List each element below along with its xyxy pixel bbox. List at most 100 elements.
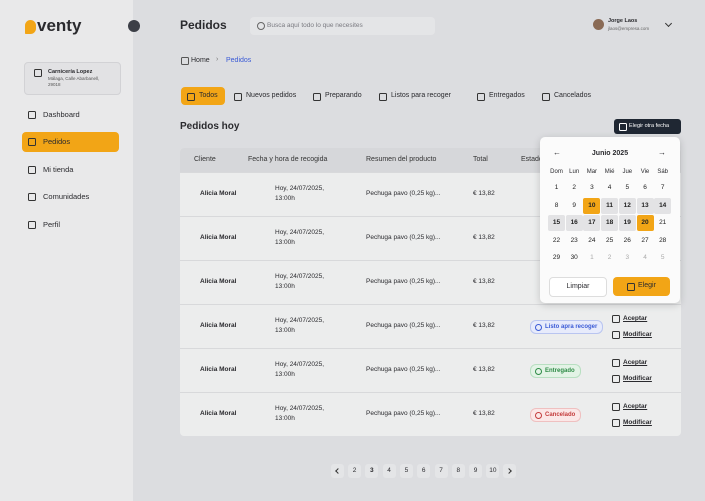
month-label: Junio 2025 (591, 150, 629, 157)
tab-label: Entregados (489, 92, 525, 99)
calendar-day[interactable]: 9 (572, 201, 576, 209)
calendar-day[interactable]: 4 (607, 184, 612, 191)
calendar-day[interactable]: 17 (583, 215, 601, 232)
row-action[interactable]: Aceptar (623, 403, 648, 410)
calendar-day[interactable]: 18 (601, 215, 619, 232)
calendar-day[interactable]: 24 (588, 236, 596, 244)
breadcrumb-sep: › (216, 56, 219, 63)
page-button[interactable]: 6 (417, 464, 431, 478)
search[interactable]: Busca aquí todo lo que necesites (250, 17, 435, 35)
calendar-day[interactable]: 5 (625, 184, 630, 191)
user-name: Jorge Laos (608, 18, 638, 24)
calendar-day[interactable]: 11 (601, 197, 619, 214)
page-next[interactable] (503, 464, 516, 478)
calendar-day[interactable]: 1 (554, 184, 559, 191)
calendar-day[interactable]: 1 (590, 254, 594, 262)
nav-item[interactable]: Mi tienda (22, 160, 119, 180)
next-month[interactable]: → (658, 148, 666, 157)
calendar-day[interactable]: 28 (659, 236, 667, 244)
calendar-day[interactable]: 12 (618, 197, 636, 214)
calendar-day[interactable]: 14 (654, 197, 672, 214)
icon (379, 93, 387, 101)
tab-label: Listos para recoger (391, 92, 451, 99)
calendar-day[interactable]: 2 (572, 184, 576, 191)
nav-item[interactable]: Perfil (22, 215, 119, 235)
calendar-day[interactable]: 7 (660, 184, 665, 191)
date-button[interactable]: Elegir otra fecha (614, 119, 681, 134)
nav-item[interactable]: Dashboard (22, 105, 119, 125)
chevron (335, 468, 341, 474)
weekday: Dom (550, 169, 563, 175)
nav-label: Mi tienda (43, 165, 74, 174)
icon (619, 123, 627, 131)
calendar-day[interactable]: 10 (583, 197, 601, 214)
page-button[interactable]: 9 (469, 464, 483, 478)
calendar-day[interactable]: 3 (625, 254, 630, 262)
summary: Pechuga pavo (0,25 kg)... (366, 278, 441, 285)
total: € 13,82 (473, 322, 495, 329)
tab[interactable]: Todos (181, 87, 225, 105)
status-icon (535, 412, 542, 419)
calendar-day[interactable]: 16 (565, 215, 583, 232)
calendar-day[interactable]: 2 (607, 254, 612, 262)
row-action[interactable]: Modificar (623, 331, 652, 338)
row-action[interactable]: Aceptar (623, 315, 648, 322)
tab[interactable]: Preparando (307, 87, 370, 105)
user-menu[interactable] (664, 19, 673, 28)
table-row: Alicia Moral Hoy, 24/07/2025, 13:00h Pechu… (180, 304, 681, 349)
breadcrumb-item[interactable]: Pedidos (226, 57, 252, 64)
page-button[interactable]: 3 (365, 464, 379, 478)
calendar-day[interactable]: 4 (643, 254, 647, 262)
calendar-day[interactable]: 5 (660, 254, 665, 262)
client: Alicia Moral (200, 234, 237, 241)
calendar-day[interactable]: 23 (570, 236, 578, 244)
calendar-day[interactable]: 22 (552, 236, 561, 244)
calendar-day[interactable]: 21 (659, 219, 667, 227)
collapse-button[interactable] (128, 20, 140, 32)
nav-item[interactable]: Pedidos (22, 132, 119, 152)
table-row: Alicia Moral Hoy, 24/07/2025, 13:00h Pechu… (180, 216, 681, 261)
breadcrumb-item[interactable]: Home (191, 57, 210, 64)
calendar-day[interactable]: 29 (552, 254, 561, 262)
tab-label: Preparando (325, 92, 362, 99)
weekday: Vie (640, 169, 650, 175)
calendar-day[interactable]: 19 (618, 215, 636, 232)
client: Alicia Moral (200, 322, 237, 329)
apply-button[interactable]: Elegir (613, 277, 670, 296)
row-action[interactable]: Aceptar (623, 359, 648, 366)
icon (28, 193, 36, 201)
row-action[interactable]: Modificar (623, 419, 652, 426)
total: € 13,82 (473, 234, 495, 241)
client: Alicia Moral (200, 278, 237, 285)
page-button[interactable]: 8 (451, 464, 465, 478)
icon (612, 419, 620, 427)
nav-item[interactable]: Comunidades (22, 187, 119, 207)
calendar-day[interactable]: 15 (548, 215, 565, 232)
calendar-day[interactable]: 27 (641, 236, 649, 244)
calendar-day[interactable]: 20 (636, 215, 654, 232)
tab[interactable]: Entregados (471, 87, 533, 105)
icon (313, 93, 321, 101)
tab[interactable]: Cancelados (536, 87, 598, 105)
store-name: Carnicería Lopez (48, 69, 93, 75)
page-button[interactable]: 2 (348, 464, 361, 478)
calendar-day[interactable]: 26 (623, 236, 631, 244)
calendar-day[interactable]: 25 (605, 236, 614, 244)
store-card[interactable]: Carnicería Lopez Málaga, Calle Abarbanell… (24, 62, 121, 95)
page-button[interactable]: 4 (382, 464, 396, 478)
page-button[interactable]: 5 (399, 464, 413, 478)
calendar-day[interactable]: 30 (570, 254, 578, 262)
calendar-day[interactable]: 6 (643, 184, 647, 191)
calendar-day[interactable]: 8 (554, 201, 559, 209)
page-prev[interactable] (331, 464, 344, 478)
page-button[interactable]: 7 (434, 464, 448, 478)
clear-button[interactable]: Limpiar (549, 277, 607, 297)
icon (612, 403, 620, 411)
page-button[interactable]: 10 (486, 464, 500, 478)
calendar-day[interactable]: 13 (636, 197, 654, 214)
tab[interactable]: Listos para recoger (373, 87, 468, 105)
row-action[interactable]: Modificar (623, 375, 652, 382)
prev-month[interactable]: ← (553, 148, 561, 157)
calendar-day[interactable]: 3 (590, 184, 594, 191)
tab[interactable]: Nuevos pedidos (228, 87, 304, 105)
